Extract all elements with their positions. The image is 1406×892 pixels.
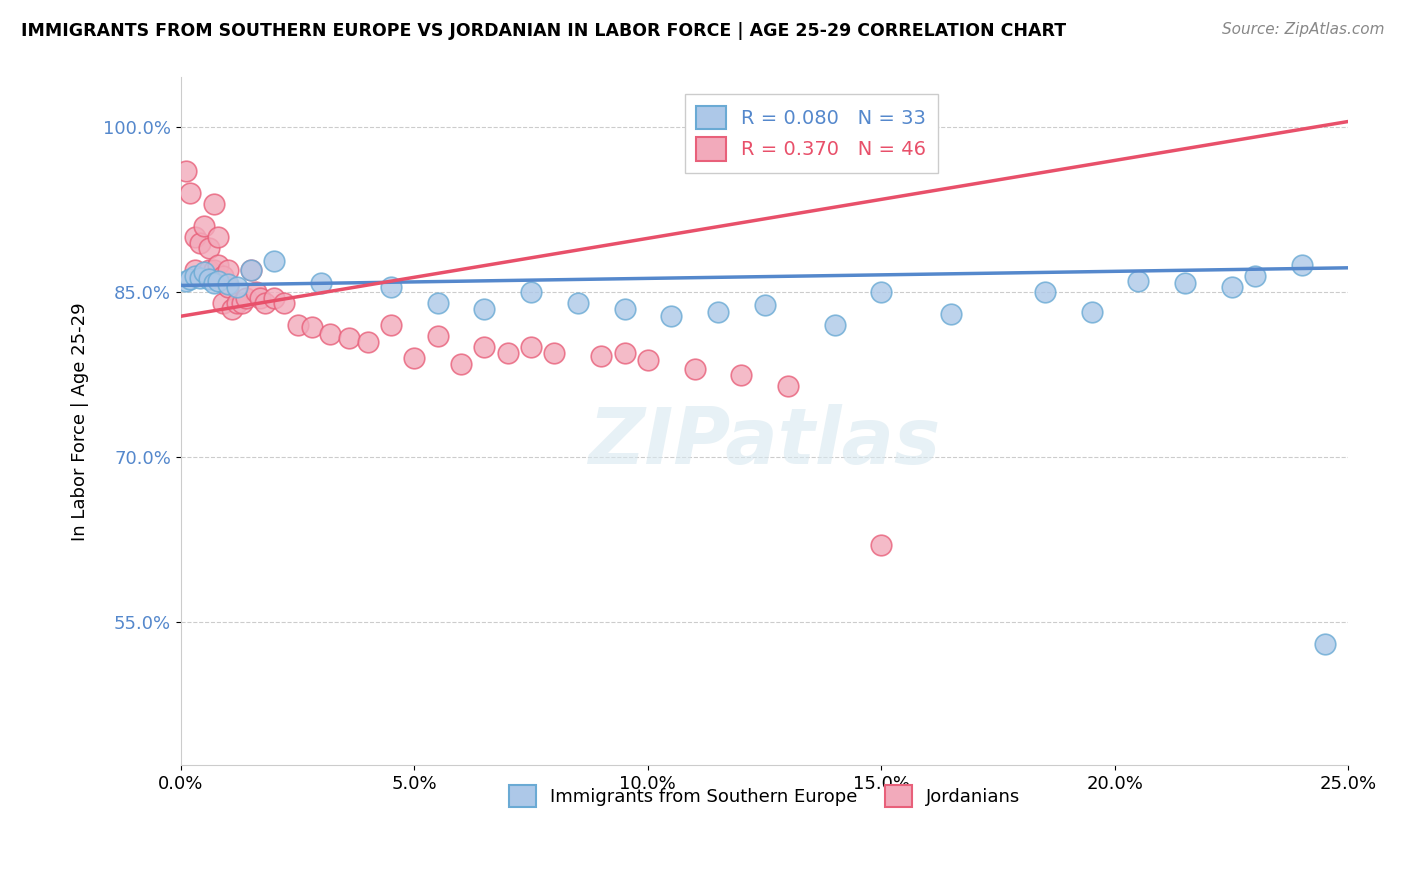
Point <box>207 274 229 288</box>
Point <box>474 340 496 354</box>
Point <box>1244 268 1267 283</box>
Legend: Immigrants from Southern Europe, Jordanians: Immigrants from Southern Europe, Jordani… <box>502 778 1028 814</box>
Point <box>179 186 201 200</box>
Point <box>235 291 257 305</box>
Point <box>184 263 207 277</box>
Point <box>253 296 276 310</box>
Point <box>1174 277 1197 291</box>
Point <box>263 291 285 305</box>
Point <box>198 241 221 255</box>
Point <box>188 270 211 285</box>
Point <box>520 340 543 354</box>
Point <box>1128 274 1150 288</box>
Point <box>212 268 235 283</box>
Point <box>198 263 221 277</box>
Point <box>380 318 402 332</box>
Point <box>273 296 295 310</box>
Point <box>225 279 247 293</box>
Point <box>202 263 225 277</box>
Point <box>319 326 342 341</box>
Point <box>202 277 225 291</box>
Point <box>193 219 215 233</box>
Text: IMMIGRANTS FROM SOUTHERN EUROPE VS JORDANIAN IN LABOR FORCE | AGE 25-29 CORRELAT: IMMIGRANTS FROM SOUTHERN EUROPE VS JORDA… <box>21 22 1066 40</box>
Point <box>543 345 565 359</box>
Point <box>337 331 360 345</box>
Point <box>754 298 776 312</box>
Point <box>1291 258 1313 272</box>
Point <box>404 351 426 365</box>
Point <box>356 334 378 349</box>
Point <box>188 235 211 250</box>
Point <box>1220 279 1243 293</box>
Point <box>613 301 636 316</box>
Point <box>380 279 402 293</box>
Point <box>193 265 215 279</box>
Point <box>683 362 706 376</box>
Point <box>198 272 221 286</box>
Point <box>637 353 659 368</box>
Point <box>870 285 893 299</box>
Point <box>659 310 682 324</box>
Point <box>202 197 225 211</box>
Point <box>301 320 323 334</box>
Text: Source: ZipAtlas.com: Source: ZipAtlas.com <box>1222 22 1385 37</box>
Point <box>1313 637 1336 651</box>
Y-axis label: In Labor Force | Age 25-29: In Labor Force | Age 25-29 <box>72 302 89 541</box>
Point <box>591 349 613 363</box>
Point <box>613 345 636 359</box>
Point <box>179 272 201 286</box>
Point <box>520 285 543 299</box>
Point <box>207 258 229 272</box>
Point <box>184 268 207 283</box>
Point <box>217 277 239 292</box>
Point <box>941 307 963 321</box>
Point <box>824 318 846 332</box>
Point <box>776 378 799 392</box>
Point <box>174 274 197 288</box>
Point <box>474 301 496 316</box>
Point <box>184 230 207 244</box>
Point <box>707 305 730 319</box>
Point <box>496 345 519 359</box>
Point <box>1033 285 1056 299</box>
Point <box>231 296 253 310</box>
Point <box>239 263 262 277</box>
Point <box>245 285 267 299</box>
Point <box>239 263 262 277</box>
Point <box>426 296 449 310</box>
Point <box>225 296 247 310</box>
Point <box>207 230 229 244</box>
Point <box>212 296 235 310</box>
Point <box>217 279 239 293</box>
Text: ZIPatlas: ZIPatlas <box>589 404 941 480</box>
Point <box>1080 305 1102 319</box>
Point <box>450 357 472 371</box>
Point <box>426 329 449 343</box>
Point <box>870 538 893 552</box>
Point <box>263 254 285 268</box>
Point <box>217 263 239 277</box>
Point <box>174 164 197 178</box>
Point <box>309 277 332 291</box>
Point <box>287 318 309 332</box>
Point <box>730 368 752 382</box>
Point <box>221 301 243 316</box>
Point <box>567 296 589 310</box>
Point <box>249 291 271 305</box>
